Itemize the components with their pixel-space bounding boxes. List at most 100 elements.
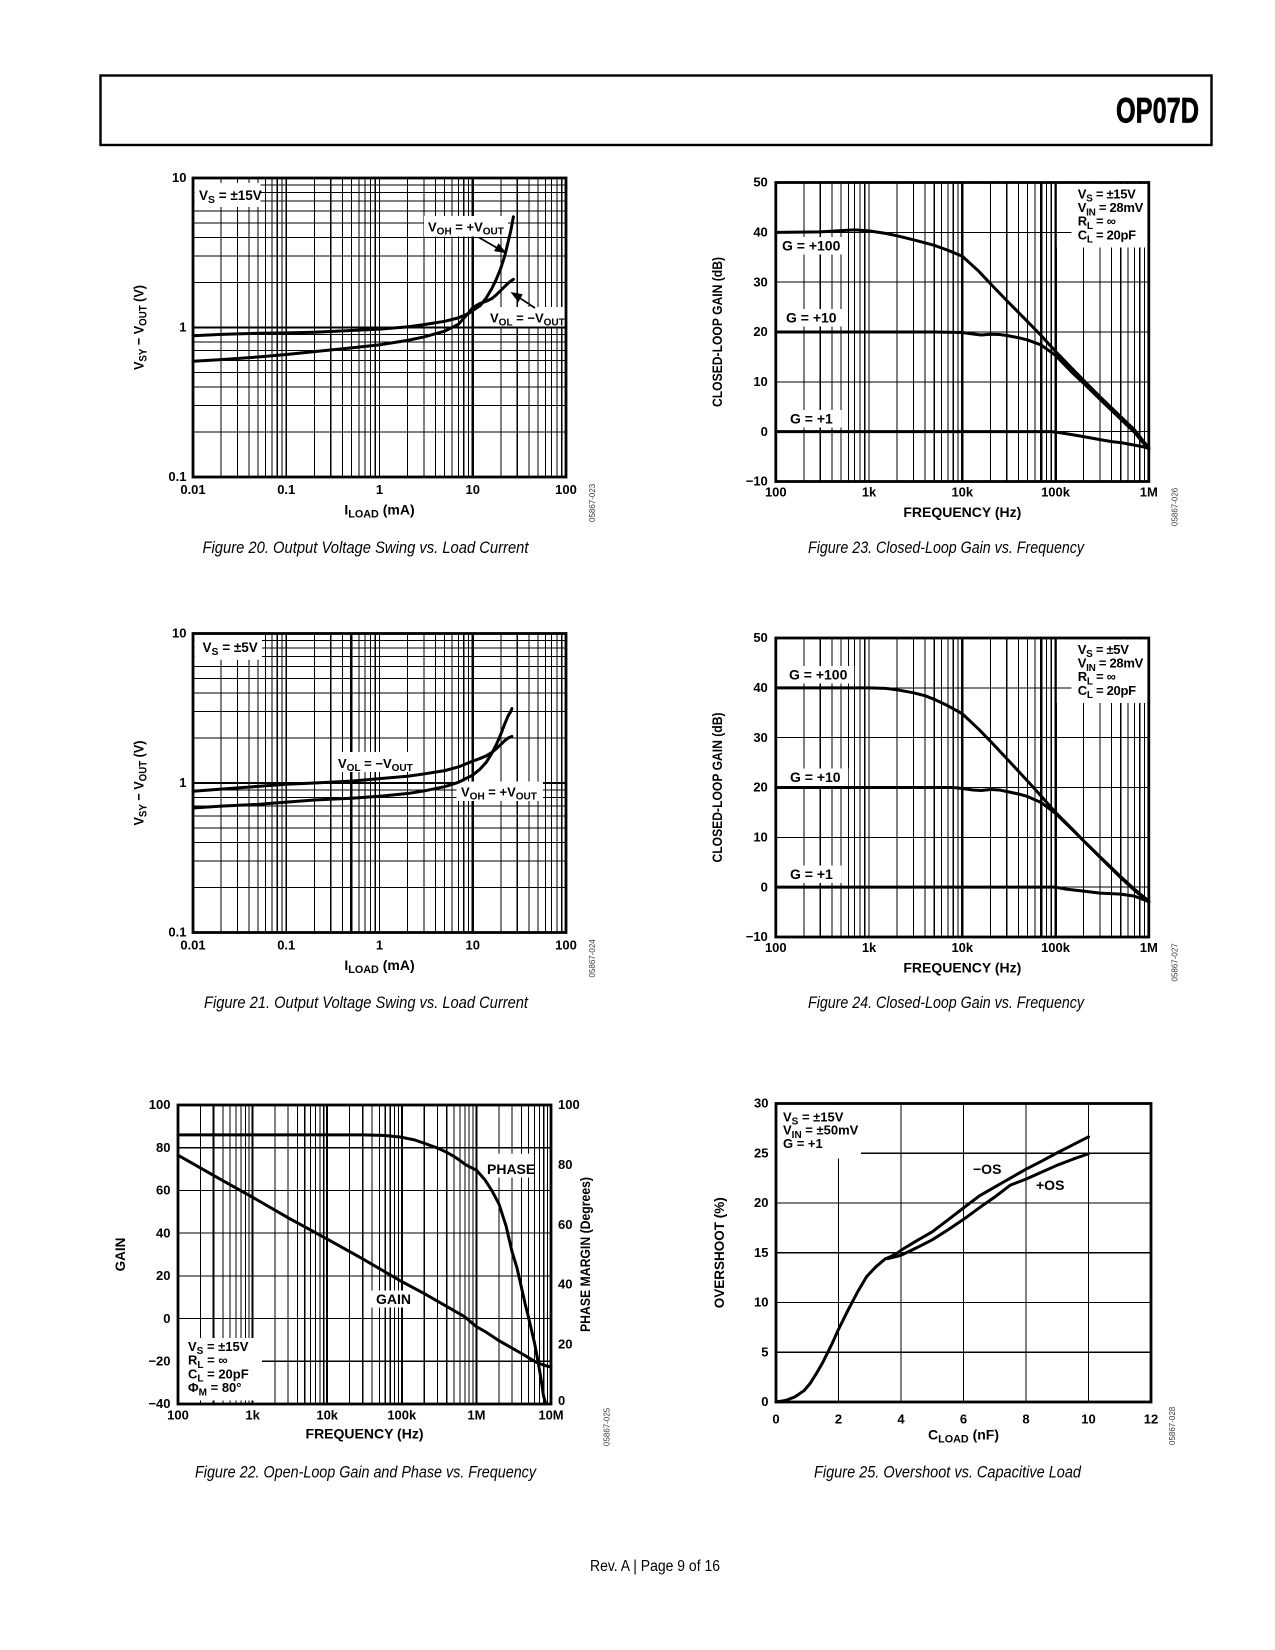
svg-text:Figure 21. Output Voltage Swin: Figure 21. Output Voltage Swing vs. Load… <box>204 994 529 1012</box>
svg-text:G = +100: G = +100 <box>782 238 841 254</box>
svg-text:Rev. A | Page 9 of 16: Rev. A | Page 9 of 16 <box>590 1558 720 1575</box>
svg-text:VOH = +VOUT: VOH = +VOUT <box>428 220 504 238</box>
svg-text:100: 100 <box>149 1097 171 1112</box>
svg-text:GAIN: GAIN <box>376 1291 411 1307</box>
svg-text:80: 80 <box>558 1157 572 1172</box>
svg-text:10: 10 <box>466 938 480 953</box>
svg-text:ΦM = 80°: ΦM = 80° <box>188 1380 242 1398</box>
svg-text:PHASE MARGIN (Degrees): PHASE MARGIN (Degrees) <box>578 1177 593 1332</box>
svg-text:ILOAD (mA): ILOAD (mA) <box>344 957 414 976</box>
svg-text:100: 100 <box>555 938 577 953</box>
svg-text:1: 1 <box>179 775 186 790</box>
svg-text:GAIN: GAIN <box>113 1238 128 1272</box>
svg-text:Figure 25. Overshoot vs. Capac: Figure 25. Overshoot vs. Capacitive Load <box>814 1464 1082 1482</box>
svg-text:G = +1: G = +1 <box>783 1136 823 1151</box>
svg-text:100k: 100k <box>1041 940 1071 955</box>
svg-text:100k: 100k <box>1041 485 1071 500</box>
svg-text:0: 0 <box>163 1311 170 1326</box>
svg-text:100: 100 <box>765 940 787 955</box>
svg-text:VSY − VOUT (V): VSY − VOUT (V) <box>131 285 150 370</box>
svg-text:0.01: 0.01 <box>180 482 205 497</box>
svg-text:Figure 20. Output Voltage Swin: Figure 20. Output Voltage Swing vs. Load… <box>203 539 530 557</box>
svg-text:G = +10: G = +10 <box>790 769 841 785</box>
svg-text:0: 0 <box>772 1412 779 1427</box>
svg-text:0: 0 <box>761 879 768 894</box>
svg-text:8: 8 <box>1022 1412 1029 1427</box>
svg-text:2: 2 <box>835 1412 842 1427</box>
svg-text:30: 30 <box>754 1096 768 1111</box>
svg-text:CLOAD (nF): CLOAD (nF) <box>928 1427 999 1446</box>
svg-text:05867-023: 05867-023 <box>588 483 597 522</box>
svg-text:1k: 1k <box>862 485 877 500</box>
svg-text:VS = ±5V: VS = ±5V <box>1078 642 1129 660</box>
svg-text:CL = 20pF: CL = 20pF <box>1078 227 1136 245</box>
svg-text:1M: 1M <box>1140 485 1158 500</box>
svg-text:10k: 10k <box>951 940 973 955</box>
svg-text:CL = 20pF: CL = 20pF <box>1078 683 1136 701</box>
svg-text:10: 10 <box>754 1295 768 1310</box>
svg-text:VS = ±15V: VS = ±15V <box>783 1109 844 1127</box>
svg-text:Figure 24. Closed-Loop Gain vs: Figure 24. Closed-Loop Gain vs. Frequenc… <box>808 994 1085 1012</box>
svg-text:20: 20 <box>558 1336 572 1351</box>
svg-text:1k: 1k <box>862 940 877 955</box>
svg-text:G = +1: G = +1 <box>790 411 833 427</box>
svg-text:100: 100 <box>555 482 577 497</box>
svg-text:10k: 10k <box>316 1408 338 1423</box>
svg-text:−40: −40 <box>148 1396 170 1411</box>
svg-text:−10: −10 <box>746 474 768 489</box>
svg-text:0.1: 0.1 <box>168 469 186 484</box>
svg-text:VIN = 28mV: VIN = 28mV <box>1078 656 1144 674</box>
svg-text:50: 50 <box>753 175 767 190</box>
svg-text:10M: 10M <box>538 1408 563 1423</box>
svg-text:40: 40 <box>156 1225 170 1240</box>
svg-text:1: 1 <box>376 482 383 497</box>
svg-text:FREQUENCY (Hz): FREQUENCY (Hz) <box>903 504 1021 520</box>
svg-text:30: 30 <box>753 730 767 745</box>
svg-text:Figure 23. Closed-Loop Gain vs: Figure 23. Closed-Loop Gain vs. Frequenc… <box>808 539 1085 557</box>
svg-text:FREQUENCY (Hz): FREQUENCY (Hz) <box>306 1426 424 1442</box>
svg-text:VS = ±15V: VS = ±15V <box>199 188 262 206</box>
svg-text:100: 100 <box>558 1097 580 1112</box>
svg-text:−OS: −OS <box>973 1161 1001 1177</box>
svg-text:RL = ∞: RL = ∞ <box>188 1353 228 1371</box>
svg-text:05867-026: 05867-026 <box>1170 487 1179 526</box>
svg-text:05867-028: 05867-028 <box>1168 1406 1177 1445</box>
svg-text:100: 100 <box>765 485 787 500</box>
svg-text:15: 15 <box>754 1245 768 1260</box>
svg-text:0: 0 <box>558 1393 565 1408</box>
svg-text:40: 40 <box>753 225 767 240</box>
svg-text:1k: 1k <box>245 1408 260 1423</box>
svg-text:80: 80 <box>156 1140 170 1155</box>
svg-text:VOH = +VOUT: VOH = +VOUT <box>461 785 537 803</box>
svg-text:10: 10 <box>753 374 767 389</box>
svg-text:12: 12 <box>1144 1412 1158 1427</box>
svg-text:60: 60 <box>558 1217 572 1232</box>
svg-text:VOL = −VOUT: VOL = −VOUT <box>338 756 413 774</box>
svg-text:4: 4 <box>897 1412 905 1427</box>
svg-text:05867-027: 05867-027 <box>1170 943 1179 982</box>
svg-text:20: 20 <box>754 1195 768 1210</box>
svg-text:10: 10 <box>172 626 186 641</box>
svg-text:40: 40 <box>558 1277 572 1292</box>
svg-text:+OS: +OS <box>1036 1177 1064 1193</box>
svg-text:0: 0 <box>761 1394 768 1409</box>
svg-text:VIN = ±50mV: VIN = ±50mV <box>783 1123 859 1141</box>
svg-text:60: 60 <box>156 1183 170 1198</box>
svg-text:CLOSED-LOOP GAIN (dB): CLOSED-LOOP GAIN (dB) <box>710 257 725 407</box>
svg-text:1: 1 <box>179 320 186 335</box>
svg-text:10k: 10k <box>951 485 973 500</box>
svg-text:G = +1: G = +1 <box>790 866 833 882</box>
svg-text:CL = 20pF: CL = 20pF <box>188 1366 249 1384</box>
svg-text:−10: −10 <box>746 929 768 944</box>
svg-text:OVERSHOOT (%): OVERSHOOT (%) <box>712 1197 727 1308</box>
svg-text:−20: −20 <box>148 1353 170 1368</box>
svg-text:50: 50 <box>753 630 767 645</box>
svg-text:0.1: 0.1 <box>277 938 295 953</box>
svg-text:25: 25 <box>754 1145 768 1160</box>
svg-text:10: 10 <box>1081 1412 1095 1427</box>
svg-text:0.01: 0.01 <box>180 938 205 953</box>
svg-text:0: 0 <box>761 424 768 439</box>
svg-text:G = +100: G = +100 <box>789 667 848 683</box>
svg-text:ILOAD (mA): ILOAD (mA) <box>344 502 414 521</box>
svg-text:5: 5 <box>761 1344 768 1359</box>
